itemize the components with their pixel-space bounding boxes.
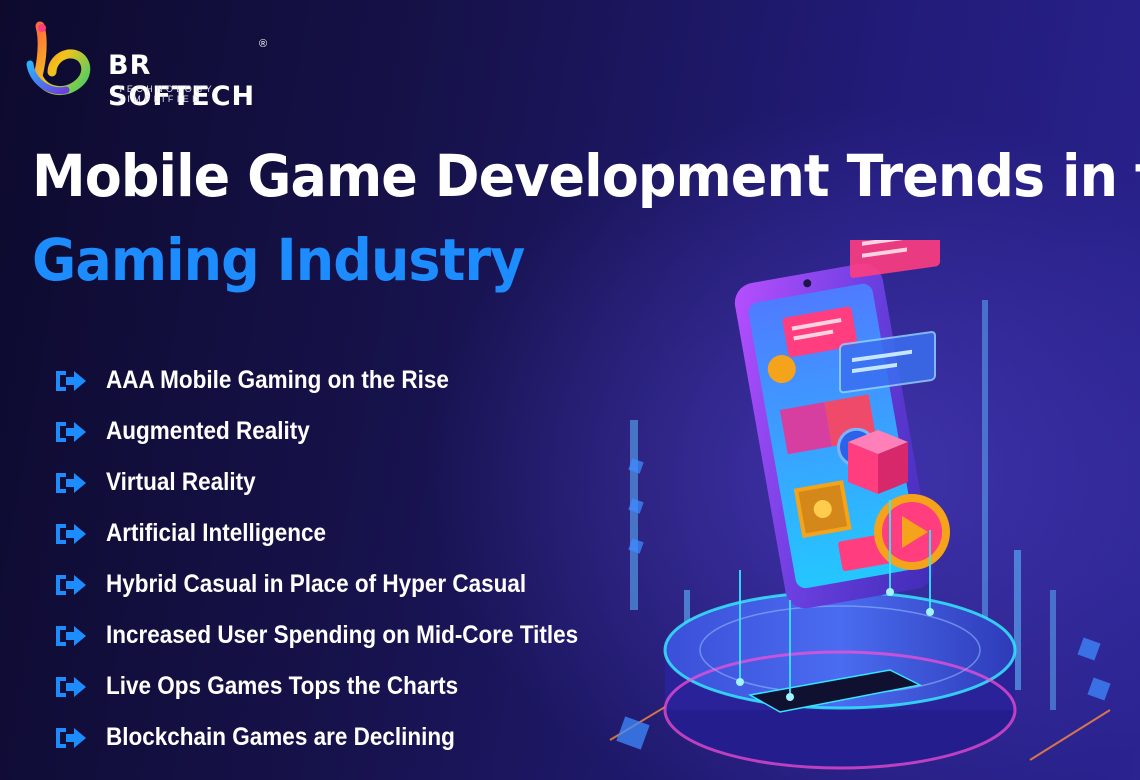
brand-name: BR SOFTECH [108, 50, 256, 112]
trend-label: Artificial Intelligence [106, 519, 327, 547]
trend-label: Blockchain Games are Declining [106, 723, 455, 751]
arrow-right-icon [56, 676, 86, 697]
trend-item-augmented-reality: Augmented Reality [54, 406, 631, 457]
trend-item-blockchain-games: Blockchain Games are Declining [54, 712, 631, 763]
trend-label: Hybrid Casual in Place of Hyper Casual [106, 570, 527, 598]
arrow-right-icon [56, 625, 86, 646]
brand-tagline: TECHNOLOGY SIMPLIFIED [118, 84, 215, 104]
br-softech-logo-icon [26, 21, 91, 95]
arrow-right-icon [56, 421, 86, 442]
brand-logo[interactable]: BR SOFTECH ® TECHNOLOGY SIMPLIFIED [22, 20, 282, 112]
arrow-right-icon [56, 574, 86, 595]
arrow-right-icon [56, 727, 86, 748]
trend-label: Virtual Reality [106, 468, 256, 496]
arrow-right-icon [56, 523, 86, 544]
headline-line-2: Gaming Industry [32, 226, 525, 294]
arrow-right-icon [56, 370, 86, 391]
trend-item-artificial-intelligence: Artificial Intelligence [54, 508, 631, 559]
trend-label: Augmented Reality [106, 417, 310, 445]
registered-mark: ® [259, 38, 268, 50]
headline-line-1: Mobile Game Development Trends in the [32, 142, 1140, 210]
trend-item-aaa-mobile-gaming: AAA Mobile Gaming on the Rise [54, 355, 631, 406]
trend-label: AAA Mobile Gaming on the Rise [106, 366, 449, 394]
smartphone-gaming-hologram-illustration [609, 240, 1111, 770]
trend-item-hybrid-casual: Hybrid Casual in Place of Hyper Casual [54, 559, 631, 610]
trend-item-live-ops: Live Ops Games Tops the Charts [54, 661, 631, 712]
trend-label: Increased User Spending on Mid-Core Titl… [106, 621, 579, 649]
trend-item-virtual-reality: Virtual Reality [54, 457, 631, 508]
trend-item-mid-core-spending: Increased User Spending on Mid-Core Titl… [54, 610, 631, 661]
trend-label: Live Ops Games Tops the Charts [106, 672, 459, 700]
trend-list: AAA Mobile Gaming on the Rise Augmented … [54, 355, 631, 763]
arrow-right-icon [56, 472, 86, 493]
